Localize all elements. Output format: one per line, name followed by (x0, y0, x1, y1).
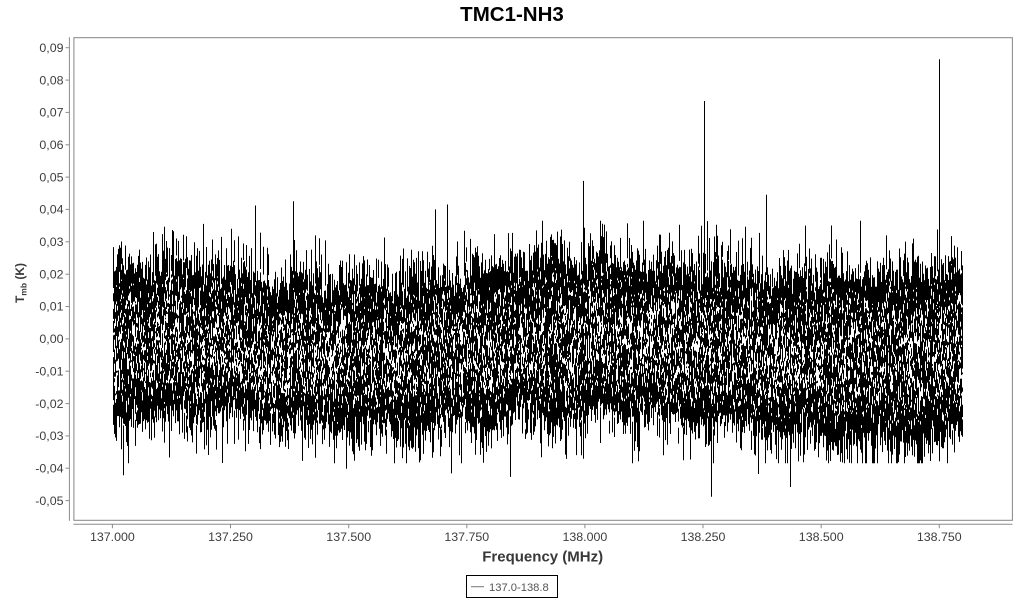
svg-text:137.000: 137.000 (90, 530, 135, 544)
svg-text:138.500: 138.500 (799, 530, 844, 544)
svg-text:0,07: 0,07 (39, 106, 63, 120)
svg-text:-0,01: -0,01 (35, 364, 63, 378)
svg-text:0,00: 0,00 (39, 332, 63, 346)
svg-text:Tmb (K): Tmb (K) (13, 263, 29, 303)
svg-text:138.250: 138.250 (681, 530, 726, 544)
svg-text:137.250: 137.250 (208, 530, 253, 544)
svg-text:137.0-138.8: 137.0-138.8 (489, 582, 549, 594)
svg-text:0,05: 0,05 (39, 170, 63, 184)
svg-text:0,06: 0,06 (39, 138, 63, 152)
svg-text:-0,03: -0,03 (35, 429, 63, 443)
svg-text:Frequency (MHz): Frequency (MHz) (482, 549, 603, 566)
svg-text:0,01: 0,01 (39, 300, 63, 314)
svg-text:-0,04: -0,04 (35, 461, 63, 475)
svg-text:138.750: 138.750 (917, 530, 962, 544)
svg-text:0,04: 0,04 (39, 203, 63, 217)
svg-text:-0,02: -0,02 (35, 397, 63, 411)
svg-text:-0,05: -0,05 (35, 494, 63, 508)
svg-text:137.750: 137.750 (444, 530, 489, 544)
svg-text:138.000: 138.000 (563, 530, 608, 544)
svg-text:0,03: 0,03 (39, 235, 63, 249)
svg-text:TMC1-NH3: TMC1-NH3 (460, 3, 564, 26)
svg-text:0,08: 0,08 (39, 73, 63, 87)
svg-text:137.500: 137.500 (326, 530, 371, 544)
svg-text:0,02: 0,02 (39, 267, 63, 281)
svg-text:0,09: 0,09 (39, 41, 63, 55)
